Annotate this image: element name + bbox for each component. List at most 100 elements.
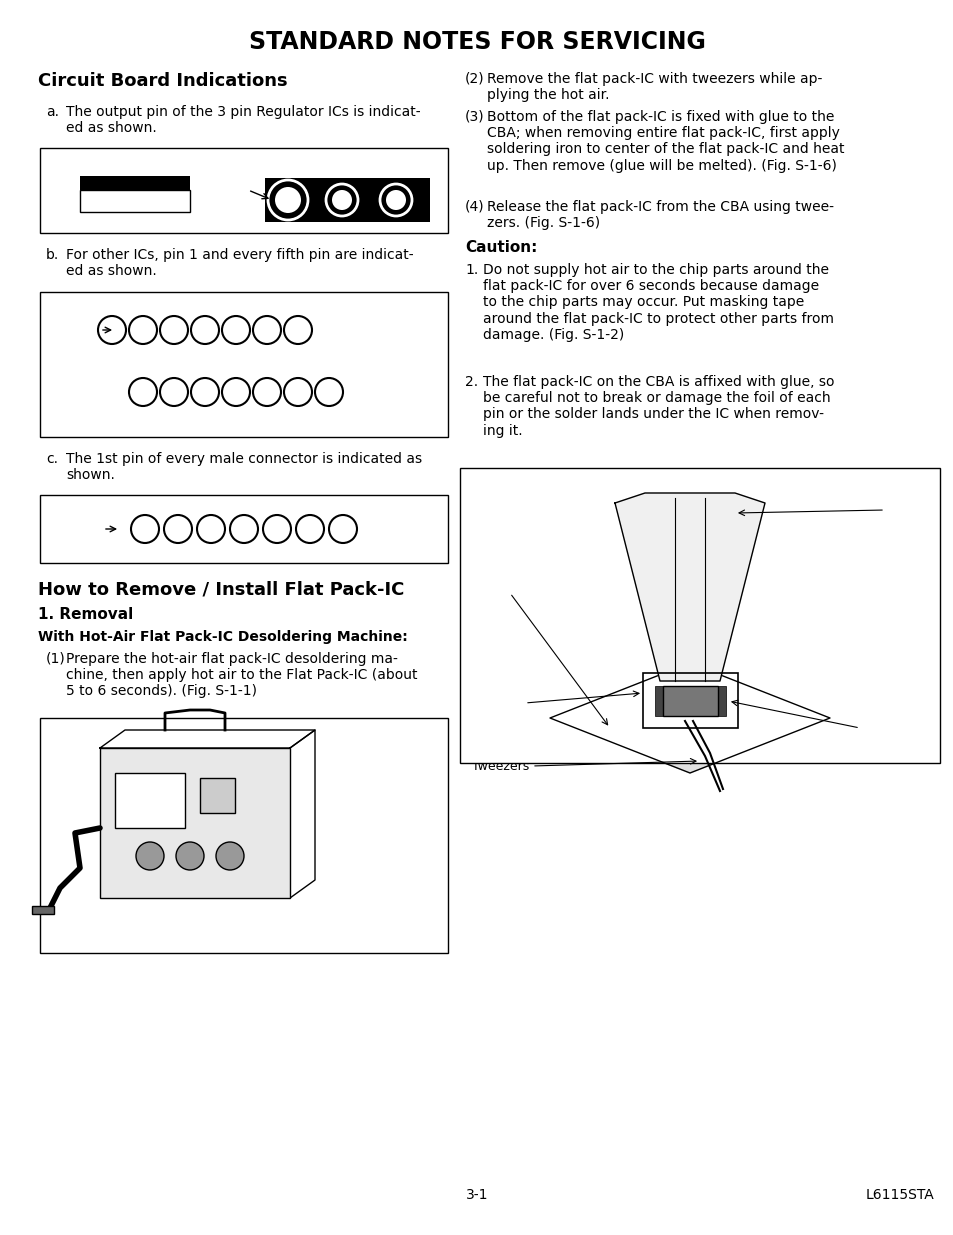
Text: Out: Out: [52, 194, 74, 206]
Circle shape: [295, 515, 324, 543]
Circle shape: [379, 184, 412, 216]
Circle shape: [164, 515, 192, 543]
Circle shape: [131, 515, 159, 543]
Bar: [128, 312, 235, 345]
Bar: [459, 468, 939, 763]
Text: The output pin of the 3 pin Regulator ICs is indicat-
ed as shown.: The output pin of the 3 pin Regulator IC…: [66, 105, 420, 135]
Polygon shape: [100, 730, 314, 748]
Bar: [252, 312, 331, 345]
Bar: [40, 495, 448, 563]
Text: Do not supply hot air to the chip parts around the
flat pack-IC for over 6 secon: Do not supply hot air to the chip parts …: [482, 263, 833, 342]
Circle shape: [175, 842, 204, 869]
Circle shape: [332, 190, 352, 210]
Circle shape: [222, 316, 250, 345]
Text: Caution:: Caution:: [464, 240, 537, 254]
Circle shape: [314, 378, 343, 406]
Text: STANDARD NOTES FOR SERVICING: STANDARD NOTES FOR SERVICING: [249, 30, 704, 54]
Text: Pin 1: Pin 1: [68, 522, 98, 536]
Text: (1): (1): [46, 652, 66, 666]
Bar: [80, 190, 190, 212]
Text: Hot-air
Flat Pack-IC
Desoldering
Machine: Hot-air Flat Pack-IC Desoldering Machine: [856, 488, 931, 546]
Text: Tweezers: Tweezers: [472, 760, 529, 773]
Bar: [283, 375, 361, 408]
Text: 1.: 1.: [464, 263, 477, 277]
Polygon shape: [550, 663, 829, 773]
Text: (4): (4): [464, 200, 484, 214]
Circle shape: [326, 184, 357, 216]
Text: The 1st pin of every male connector is indicated as
shown.: The 1st pin of every male connector is i…: [66, 452, 421, 482]
Bar: [80, 177, 190, 190]
Text: Prepare the hot-air flat pack-IC desoldering ma-
chine, then apply hot air to th: Prepare the hot-air flat pack-IC desolde…: [66, 652, 417, 699]
Text: The flat pack-IC on the CBA is affixed with glue, so
be careful not to break or : The flat pack-IC on the CBA is affixed w…: [482, 375, 834, 437]
Polygon shape: [615, 493, 764, 680]
Circle shape: [253, 316, 281, 345]
Bar: [115, 773, 185, 827]
Circle shape: [215, 842, 244, 869]
Circle shape: [129, 378, 157, 406]
Text: (2): (2): [464, 72, 484, 86]
Text: Masking
Tape: Masking Tape: [472, 694, 523, 722]
Circle shape: [329, 515, 356, 543]
Circle shape: [268, 180, 308, 220]
Circle shape: [129, 316, 157, 345]
Bar: [662, 685, 718, 716]
Text: Flat Pack-IC: Flat Pack-IC: [858, 721, 931, 735]
Bar: [40, 718, 448, 953]
Text: Input: Input: [225, 178, 257, 190]
Circle shape: [253, 378, 281, 406]
Circle shape: [191, 316, 219, 345]
Circle shape: [196, 515, 225, 543]
Circle shape: [230, 515, 257, 543]
Text: Remove the flat pack-IC with tweezers while ap-
plying the hot air.: Remove the flat pack-IC with tweezers wh…: [486, 72, 821, 103]
Bar: [100, 748, 290, 898]
Text: Fig. S-1-1: Fig. S-1-1: [373, 935, 439, 948]
Text: c.: c.: [46, 452, 58, 466]
Bar: [128, 375, 267, 408]
Bar: [220, 312, 252, 345]
Polygon shape: [290, 730, 314, 898]
Circle shape: [284, 378, 312, 406]
Circle shape: [284, 316, 312, 345]
Text: With Hot-Air Flat Pack-IC Desoldering Machine:: With Hot-Air Flat Pack-IC Desoldering Ma…: [38, 630, 407, 643]
Bar: [128, 511, 162, 543]
Bar: [96, 312, 128, 345]
Text: For other ICs, pin 1 and every fifth pin are indicat-
ed as shown.: For other ICs, pin 1 and every fifth pin…: [66, 248, 414, 278]
Bar: [200, 778, 234, 813]
Bar: [718, 685, 725, 716]
Circle shape: [222, 378, 250, 406]
Text: 10: 10: [259, 425, 274, 438]
Bar: [642, 673, 738, 727]
Text: 2.: 2.: [464, 375, 477, 389]
Bar: [162, 511, 377, 543]
Text: a.: a.: [46, 105, 59, 119]
Text: How to Remove / Install Flat Pack-IC: How to Remove / Install Flat Pack-IC: [38, 580, 404, 598]
Text: Release the flat pack-IC from the CBA using twee-
zers. (Fig. S-1-6): Release the flat pack-IC from the CBA us…: [486, 200, 833, 230]
Text: b.: b.: [46, 248, 59, 262]
Circle shape: [136, 842, 164, 869]
Circle shape: [386, 190, 406, 210]
Circle shape: [263, 515, 291, 543]
Bar: [40, 291, 448, 437]
Text: L6115STA: L6115STA: [864, 1188, 933, 1202]
Text: In: In: [198, 194, 210, 206]
Text: 3-1: 3-1: [465, 1188, 488, 1202]
Text: Top View: Top View: [103, 156, 157, 169]
Text: 5: 5: [232, 293, 240, 306]
Text: Fig. S-1-2: Fig. S-1-2: [856, 743, 931, 758]
Text: Pin 1: Pin 1: [65, 324, 95, 336]
Circle shape: [191, 378, 219, 406]
Text: (3): (3): [464, 110, 484, 124]
Bar: [265, 178, 430, 222]
Text: 1. Removal: 1. Removal: [38, 606, 133, 622]
Circle shape: [274, 186, 301, 212]
Text: CBA: CBA: [477, 582, 503, 594]
Text: Bottom View: Bottom View: [285, 156, 364, 169]
Circle shape: [160, 316, 188, 345]
Bar: [251, 375, 283, 408]
Circle shape: [160, 378, 188, 406]
Bar: [40, 148, 448, 233]
Bar: [32, 906, 54, 914]
Circle shape: [98, 316, 126, 345]
Text: Bottom of the flat pack-IC is fixed with glue to the
CBA; when removing entire f: Bottom of the flat pack-IC is fixed with…: [486, 110, 843, 173]
Text: Circuit Board Indications: Circuit Board Indications: [38, 72, 287, 90]
